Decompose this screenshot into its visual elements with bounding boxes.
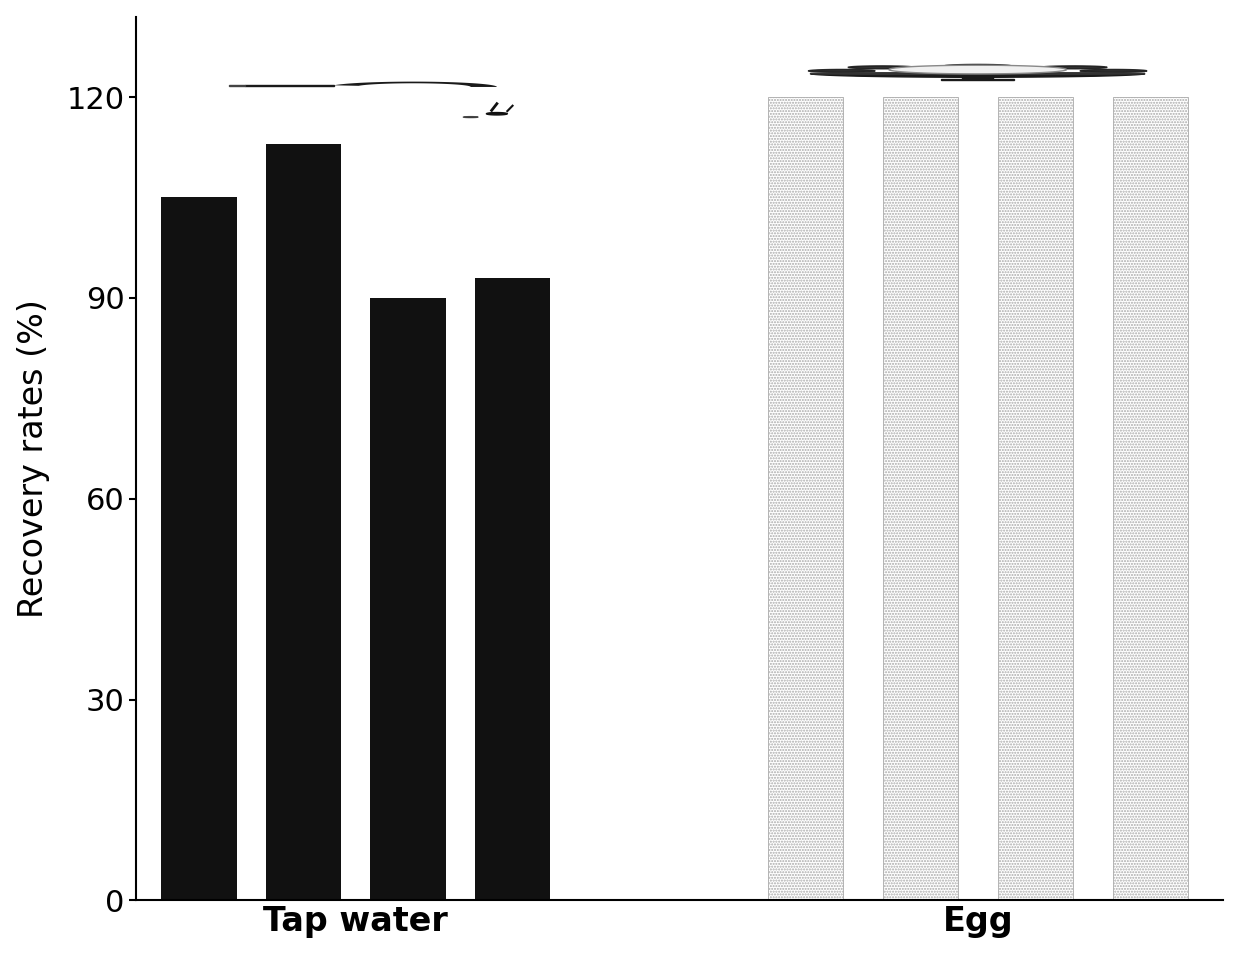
Bar [883,97,957,901]
Bar [371,298,445,901]
Polygon shape [1080,70,1147,73]
Polygon shape [945,74,1011,77]
Polygon shape [811,73,1145,74]
Bar [997,97,1073,901]
Polygon shape [1040,66,1107,69]
Polygon shape [962,77,993,79]
Polygon shape [486,113,507,115]
Bar [1112,97,1188,901]
Polygon shape [848,73,915,75]
Polygon shape [945,64,1011,68]
Polygon shape [848,66,915,69]
Polygon shape [808,70,875,73]
Bar [475,278,551,901]
Bar [768,97,843,901]
Polygon shape [941,79,1014,80]
Bar [161,198,237,901]
Polygon shape [889,65,1066,74]
Bar [265,144,341,901]
Polygon shape [334,81,497,87]
Polygon shape [1040,73,1107,75]
Polygon shape [229,85,244,86]
Y-axis label: Recovery rates (%): Recovery rates (%) [16,299,50,618]
Polygon shape [811,74,1145,77]
